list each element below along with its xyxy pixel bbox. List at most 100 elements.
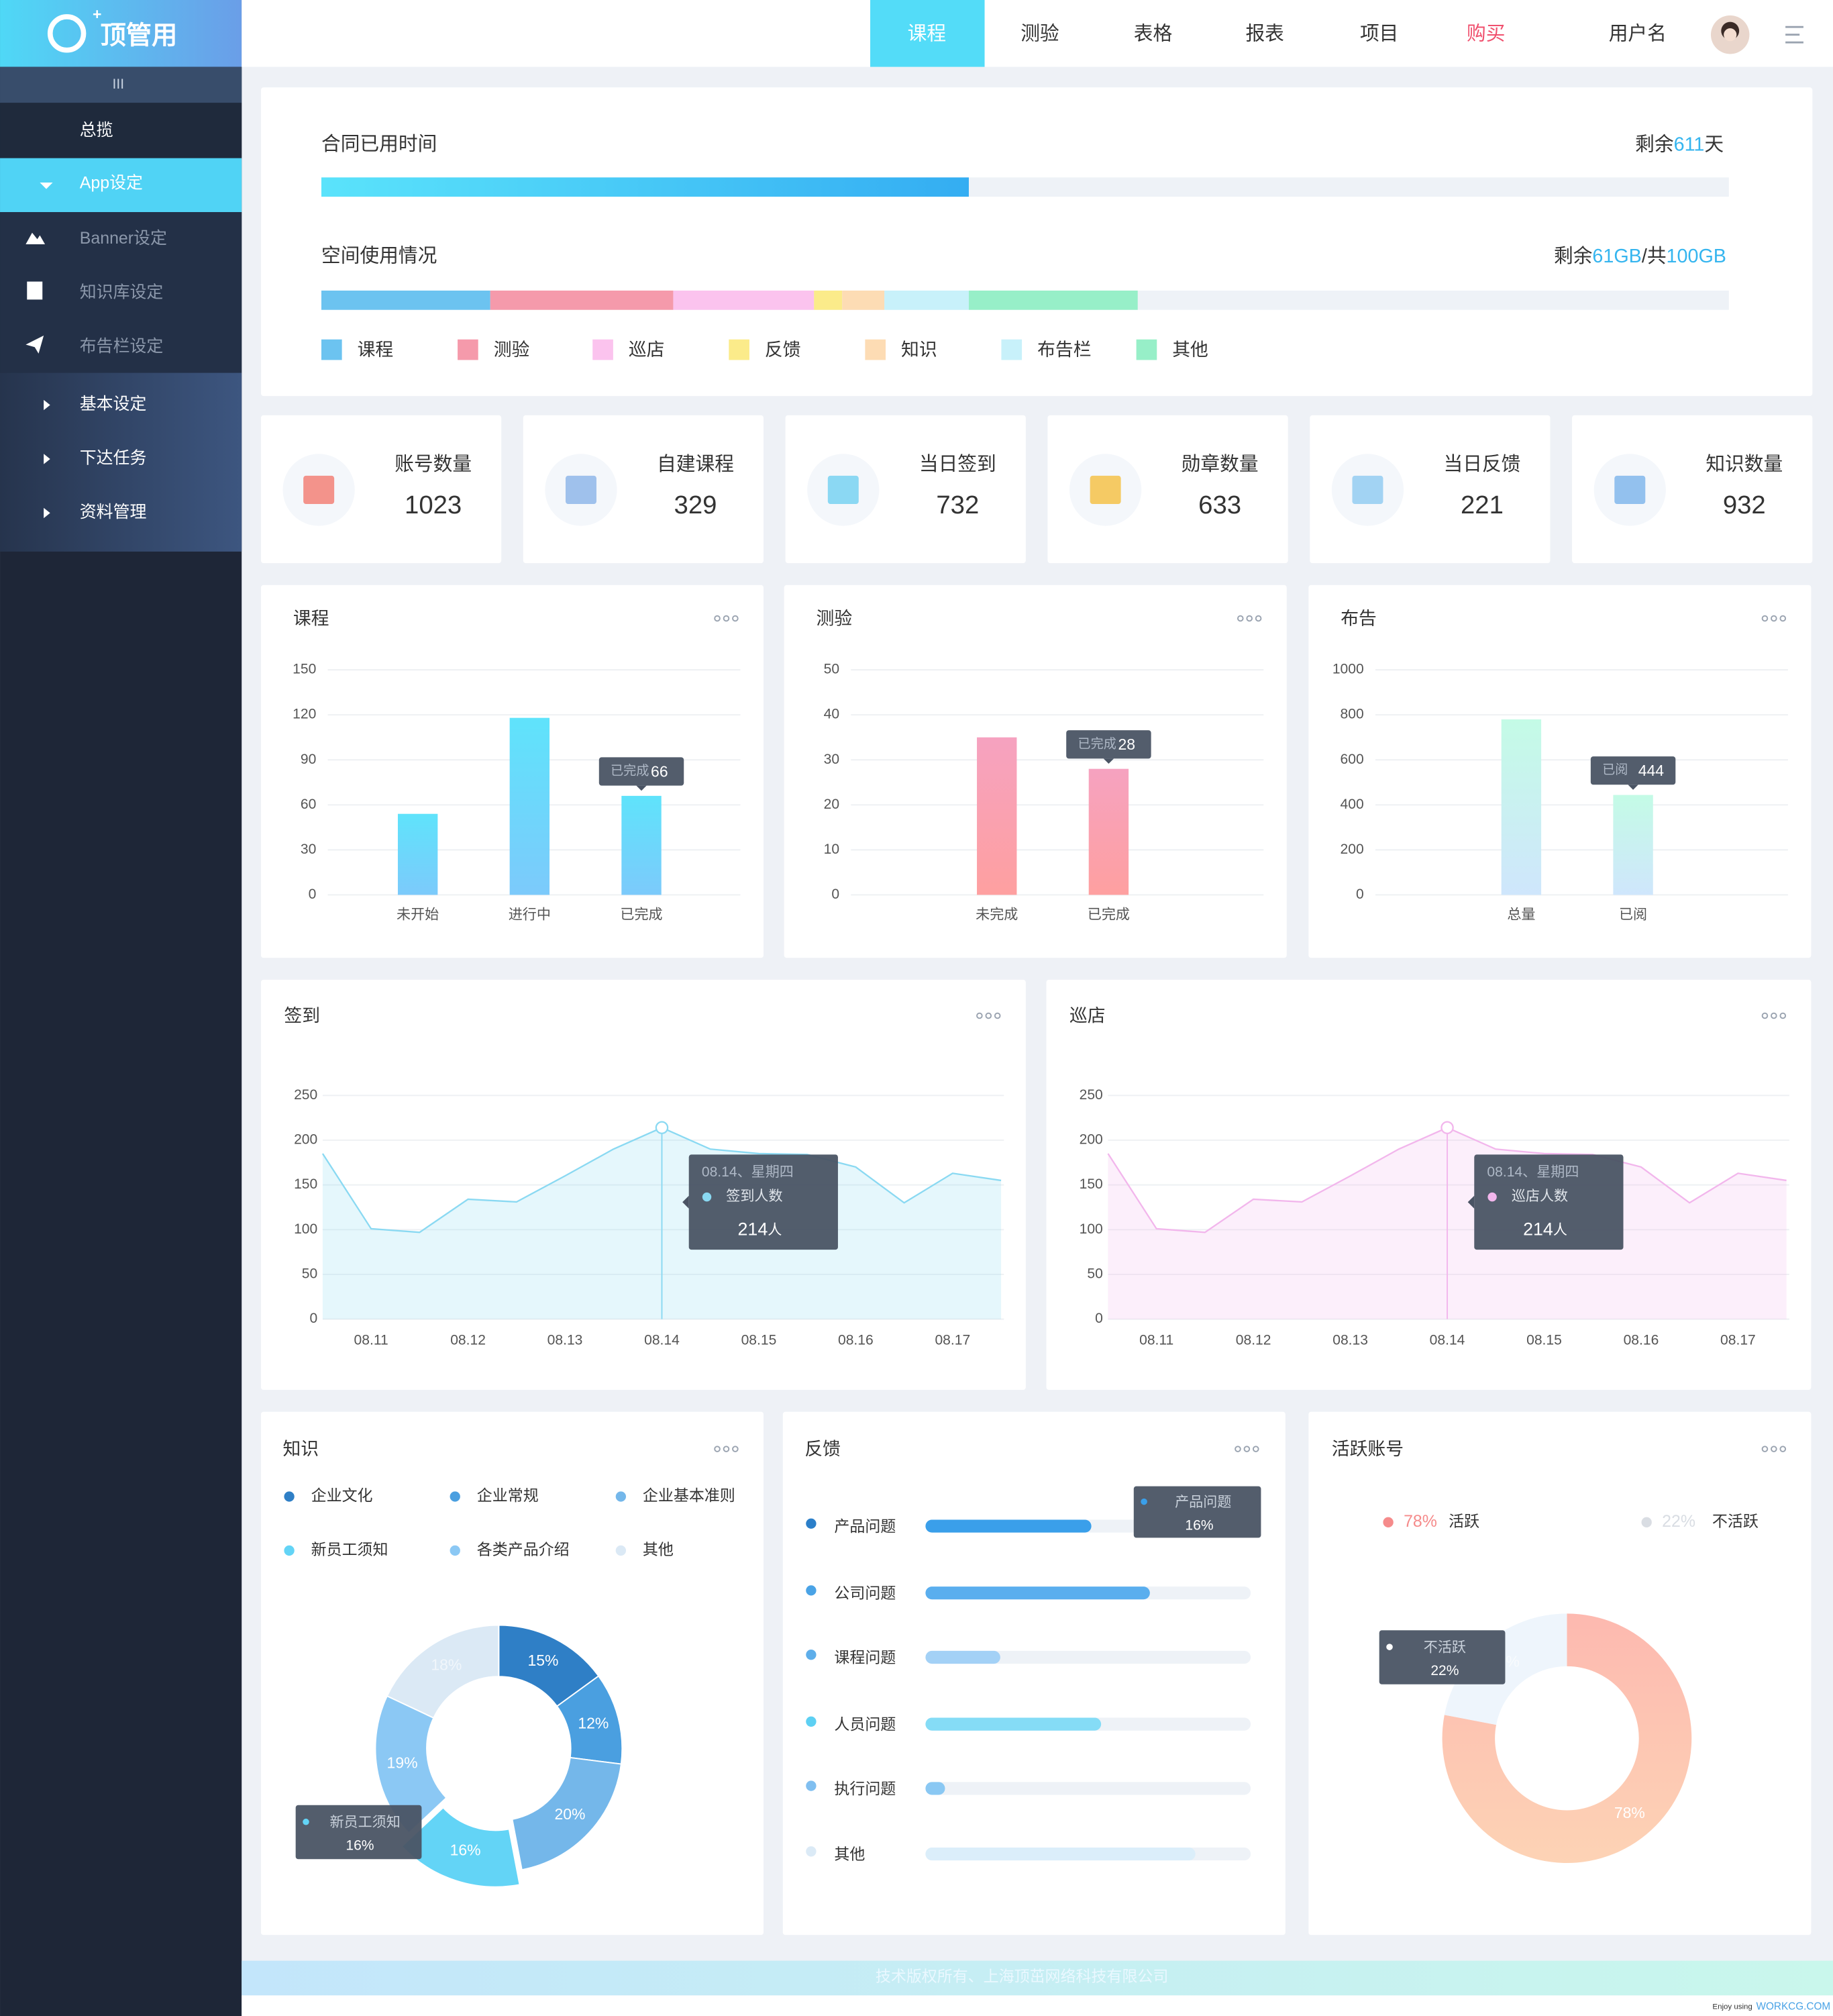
tooltip-title: 08.14、星期四 bbox=[702, 1164, 794, 1180]
tooltip-value: 444 bbox=[1638, 762, 1665, 779]
legend-swatch bbox=[321, 339, 342, 360]
legend-label: 活跃 bbox=[1449, 1512, 1479, 1529]
tooltip bbox=[295, 1805, 422, 1860]
bar bbox=[1501, 719, 1542, 895]
menu-item[interactable]: 资料管理 bbox=[80, 503, 147, 521]
menu-active[interactable] bbox=[0, 158, 242, 213]
menu-icon[interactable] bbox=[1785, 26, 1803, 44]
legend-label: 反馈 bbox=[765, 340, 801, 360]
more-dot bbox=[714, 1446, 721, 1452]
y-tick-label: 10 bbox=[824, 842, 839, 857]
donut-slice bbox=[1444, 1613, 1567, 1725]
prefix: 剩余 bbox=[1635, 134, 1674, 155]
y-tick-label: 250 bbox=[1080, 1087, 1103, 1103]
number: 611 bbox=[1674, 134, 1705, 155]
stat-icon bbox=[1090, 475, 1121, 504]
y-tick-label: 60 bbox=[301, 797, 316, 812]
x-tick-label: 未开始 bbox=[397, 907, 439, 923]
y-tick-label: 1000 bbox=[1332, 662, 1364, 677]
y-tick-label: 0 bbox=[831, 887, 839, 902]
unit: 人 bbox=[1553, 1222, 1567, 1238]
x-tick-label: 总量 bbox=[1507, 907, 1535, 923]
menu-item[interactable]: 布告栏设定 bbox=[80, 337, 163, 356]
y-tick-label: 200 bbox=[1080, 1132, 1103, 1148]
bar-track bbox=[925, 1782, 1251, 1795]
legend-label: 测验 bbox=[494, 340, 530, 360]
x-tick-label: 已完成 bbox=[620, 907, 662, 923]
tooltip-dot bbox=[303, 1818, 309, 1825]
footer bbox=[242, 1960, 1833, 1996]
y-tick-label: 200 bbox=[1341, 842, 1364, 857]
x-tick-label: 08.16 bbox=[1624, 1333, 1659, 1348]
legend-value: 78% bbox=[1404, 1512, 1437, 1531]
donut-slice bbox=[374, 1695, 448, 1834]
y-tick-label: 20 bbox=[824, 797, 839, 812]
nav-tab[interactable]: 项目 bbox=[1360, 23, 1398, 44]
more-dot bbox=[1779, 615, 1787, 622]
tooltip-value: 28 bbox=[1118, 736, 1135, 753]
y-tick-label: 200 bbox=[294, 1132, 317, 1148]
menu-item[interactable]: 知识库设定 bbox=[80, 283, 163, 301]
tooltip bbox=[1474, 1154, 1624, 1250]
more-dot bbox=[985, 1012, 992, 1019]
legend-label: 不活跃 bbox=[1712, 1512, 1759, 1529]
legend-label: 其他 bbox=[643, 1541, 674, 1558]
remaining-text: 剩余611天 bbox=[1635, 134, 1724, 155]
prefix: 剩余 bbox=[1554, 246, 1593, 267]
stat-value: 329 bbox=[674, 491, 717, 519]
number: 61GB bbox=[1592, 246, 1641, 267]
legend-swatch bbox=[729, 339, 749, 360]
storage-segment bbox=[814, 290, 843, 310]
tooltip bbox=[1133, 1486, 1261, 1538]
logo-icon bbox=[47, 14, 87, 53]
x-tick-label: 未完成 bbox=[976, 907, 1018, 923]
stat-label: 自建课程 bbox=[657, 454, 734, 475]
user-name[interactable]: 用户名 bbox=[1609, 23, 1667, 44]
topbar bbox=[242, 0, 1833, 67]
caret bbox=[44, 399, 50, 411]
credit-prefix: Enjoy using bbox=[1712, 2003, 1752, 2011]
nav-tab[interactable]: 测验 bbox=[1020, 23, 1059, 44]
more-dot bbox=[976, 1012, 983, 1019]
tooltip-arrow bbox=[1467, 1195, 1475, 1209]
stat-value: 633 bbox=[1198, 491, 1241, 519]
y-tick-label: 30 bbox=[824, 752, 839, 767]
credit: Enjoy using WORKCG.COM bbox=[1712, 2001, 1830, 2013]
stat-icon bbox=[1614, 475, 1646, 504]
y-tick-label: 120 bbox=[293, 707, 316, 722]
more-dot bbox=[1235, 1446, 1241, 1452]
footer-strip bbox=[242, 1995, 1833, 2016]
nav-tab[interactable]: 购买 bbox=[1467, 23, 1505, 44]
y-tick-label: 100 bbox=[1080, 1221, 1103, 1237]
icon-banner bbox=[25, 232, 46, 245]
bar bbox=[621, 795, 662, 895]
section-title: 空间使用情况 bbox=[321, 246, 437, 267]
x-tick-label: 08.13 bbox=[547, 1333, 583, 1348]
row-dot bbox=[806, 1649, 817, 1660]
menu-item[interactable]: 下达任务 bbox=[80, 449, 147, 468]
menu-item[interactable]: Banner设定 bbox=[80, 229, 167, 248]
bar bbox=[1613, 795, 1653, 895]
separator: /共 bbox=[1642, 246, 1667, 267]
more-dot bbox=[1246, 615, 1253, 622]
nav-tab[interactable]: 表格 bbox=[1134, 23, 1173, 44]
x-tick-label: 08.13 bbox=[1332, 1333, 1368, 1348]
sidebar-toggle[interactable] bbox=[0, 66, 242, 103]
caret-open bbox=[40, 183, 53, 189]
stat-card bbox=[260, 415, 502, 564]
row-dot bbox=[806, 1518, 817, 1529]
tab-active[interactable] bbox=[870, 0, 985, 67]
avatar-face bbox=[1724, 28, 1737, 42]
menu-item[interactable]: App设定 bbox=[80, 174, 143, 193]
tooltip-value: 22% bbox=[1430, 1663, 1459, 1678]
nav-tab[interactable]: 报表 bbox=[1245, 23, 1284, 44]
x-tick-label: 08.11 bbox=[354, 1333, 388, 1348]
tooltip-title: 08.14、星期四 bbox=[1487, 1164, 1579, 1180]
nav-tab[interactable]: 课程 bbox=[908, 23, 946, 44]
tooltip-arrow bbox=[1103, 758, 1114, 764]
menu-item[interactable]: 总揽 bbox=[80, 121, 113, 140]
menu-item[interactable]: 基本设定 bbox=[80, 395, 147, 413]
y-tick-label: 30 bbox=[301, 842, 316, 857]
